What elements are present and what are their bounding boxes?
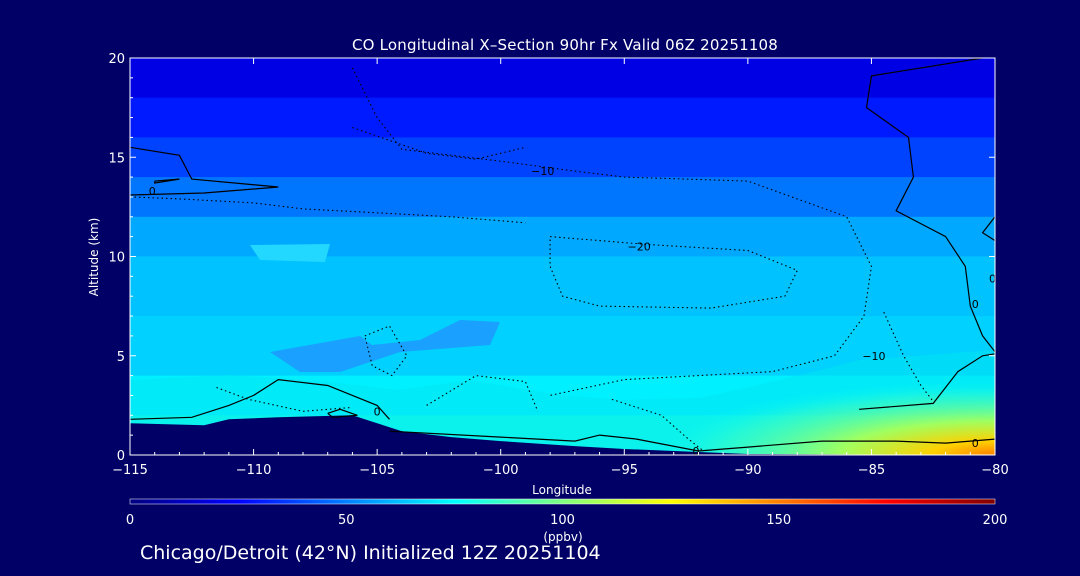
band-0 (130, 58, 995, 99)
y-axis: 0 5 10 15 20 (108, 52, 995, 464)
contour-line-5 (327, 408, 358, 418)
x-tick-label: −80 (981, 463, 1008, 478)
contour-line-9 (549, 236, 799, 309)
contour-label-5: 0 (374, 405, 381, 418)
band-3 (130, 177, 995, 218)
y-tick-label: 10 (108, 251, 125, 266)
contour-line-6 (389, 430, 995, 452)
x-axis: −115 −110 −105 −100 −95 −90 −85 −80 (112, 58, 1009, 478)
contour-line-1 (154, 178, 180, 184)
contour-line-15 (611, 398, 704, 452)
contour-line-0 (130, 146, 279, 196)
y-tick-label: 0 (117, 449, 125, 464)
colorbar-tick-label: 200 (983, 513, 1008, 528)
contour-line-12 (883, 311, 934, 402)
colorbar-tick-label: 100 (550, 513, 575, 528)
contour-label-0: 0 (149, 185, 156, 198)
x-tick-label: −95 (611, 463, 638, 478)
contour-line-8 (351, 67, 872, 396)
y-axis-label: Altitude (km) (87, 218, 101, 297)
colorbar (129, 498, 996, 505)
colorbar-tick-label: 150 (766, 513, 791, 528)
band-5 (130, 256, 995, 318)
contour-label-3: −10 (862, 350, 885, 363)
x-axis-label: Longitude (532, 483, 592, 497)
contour-label-1: −10 (531, 165, 554, 178)
x-tick-label: −115 (112, 463, 148, 478)
x-tick-label: −85 (858, 463, 885, 478)
contour-lines (130, 58, 995, 452)
colorbar-label: (ppbv) (543, 530, 582, 544)
contour-label-8: 0 (989, 272, 996, 285)
contour-line-4 (130, 378, 390, 420)
contour-label-6: 0 (692, 445, 699, 458)
y-tick-label: 15 (108, 151, 125, 166)
chart-title: CO Longitudinal X–Section 90hr Fx Valid … (352, 36, 778, 54)
colorbar-tick-label: 0 (126, 513, 134, 528)
band-2 (130, 137, 995, 179)
x-tick-label: −105 (359, 463, 395, 478)
x-tick-label: −100 (483, 463, 519, 478)
colorbar-tick-label: 50 (338, 513, 355, 528)
y-tick-label: 5 (117, 350, 125, 365)
band-1 (130, 97, 995, 139)
colorbar-ticks: 0 50 100 150 200 (126, 513, 1008, 528)
x-tick-label: −110 (236, 463, 272, 478)
x-tick-label: −90 (734, 463, 761, 478)
contour-line-3 (981, 216, 995, 242)
patch-upper-light (250, 244, 330, 262)
terrain-mask (130, 415, 995, 455)
contour-line-2 (865, 58, 995, 353)
contour-label-7: 0 (972, 437, 979, 450)
contour-line-11 (352, 126, 526, 160)
contour-label-4: 0 (972, 298, 979, 311)
contour-line-10 (364, 325, 408, 377)
y-tick-label: 20 (108, 52, 125, 67)
contour-line-7 (859, 353, 995, 410)
contour-label-2: −20 (628, 241, 651, 254)
footer-location: Chicago/Detroit (42°N) Initialized 12Z 2… (140, 542, 601, 564)
patch-mid-dark (270, 320, 500, 372)
